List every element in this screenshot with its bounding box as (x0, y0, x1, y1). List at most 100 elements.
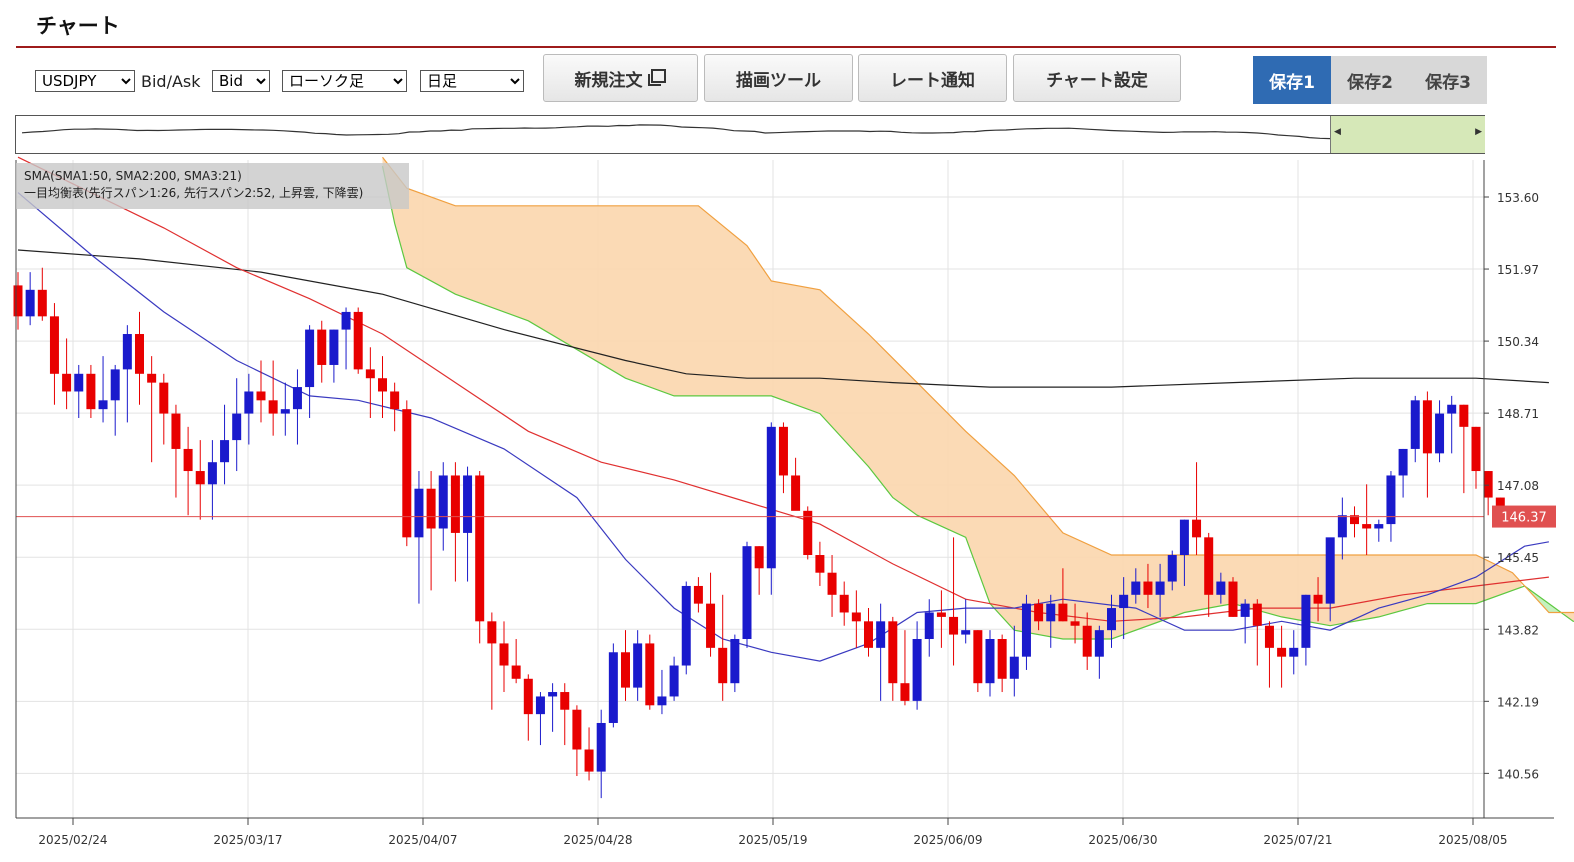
save3-button[interactable]: 保存3 (1409, 56, 1487, 104)
x-tick-label: 2025/05/19 (738, 833, 807, 847)
rate-alert-button[interactable]: レート通知 (858, 54, 1007, 102)
bear-cloud (1564, 612, 1574, 622)
x-tick-label: 2025/04/07 (388, 833, 457, 847)
candle-body (1155, 581, 1165, 595)
candle-body (766, 426, 776, 569)
candle-body (924, 612, 934, 639)
candle-body (548, 692, 558, 697)
y-tick-label: 150.34 (1497, 335, 1539, 349)
y-tick-label: 140.56 (1497, 767, 1539, 781)
candle-body (1046, 603, 1056, 622)
candle-body (1094, 630, 1104, 657)
candle-body (499, 643, 509, 666)
candle-body (584, 749, 594, 772)
candle-body (1107, 608, 1116, 631)
navigator-range-handle[interactable]: ◀ ▶ (1330, 116, 1485, 153)
scroll-left-icon[interactable]: ◀ (1334, 127, 1341, 137)
candle-body (147, 373, 157, 383)
candle-body (912, 639, 922, 701)
candle-body (693, 585, 703, 604)
candle-body (754, 546, 764, 569)
candle-body (1264, 625, 1274, 648)
y-tick-label: 145.45 (1497, 551, 1539, 565)
candle-body (803, 510, 813, 556)
candle-body (292, 387, 302, 410)
y-tick-label: 143.82 (1497, 623, 1539, 637)
candle-body (949, 616, 959, 635)
candle-body (1435, 413, 1445, 454)
candle-body (390, 391, 400, 410)
candle-body (268, 400, 278, 414)
candle-body (961, 630, 971, 635)
candle-body (414, 488, 424, 538)
candle-body (718, 647, 728, 684)
y-tick-label: 151.97 (1497, 263, 1539, 277)
candle-body (1167, 555, 1177, 582)
candle-body (560, 692, 570, 710)
candle-body (305, 329, 315, 388)
new-order-button[interactable]: 新規注文 (543, 54, 698, 102)
save2-button[interactable]: 保存2 (1331, 56, 1409, 104)
candle-body (839, 594, 849, 613)
candle-body (1240, 603, 1250, 617)
candle-body (706, 603, 716, 648)
ichimoku-legend: 一目均衡表(先行スパン1:26, 先行スパン2:52, 上昇雲, 下降雲) (24, 186, 364, 200)
popup-window-icon (647, 69, 666, 86)
y-tick-label: 148.71 (1497, 407, 1539, 421)
candle-body (426, 488, 436, 529)
scroll-right-icon[interactable]: ▶ (1475, 127, 1482, 137)
candle-body (864, 621, 873, 648)
symbol-select[interactable]: USDJPY (35, 70, 135, 92)
leading-span2-line (382, 156, 1574, 614)
period-select[interactable]: 日足 (420, 70, 524, 92)
candle-body (936, 612, 946, 617)
page-title: チャート (36, 14, 120, 38)
candle-body (37, 289, 47, 317)
candle-body (645, 643, 655, 706)
candle-body (985, 639, 995, 684)
candle-body (572, 709, 582, 750)
candle-body (851, 612, 861, 622)
candle-body (791, 475, 801, 511)
candle-body (317, 329, 327, 365)
chart-settings-button[interactable]: チャート設定 (1013, 54, 1181, 102)
candle-body (1058, 603, 1068, 622)
candle-body (900, 683, 910, 701)
candle-body (1131, 581, 1141, 595)
sma3-line (17, 192, 1550, 662)
x-tick-label: 2025/08/05 (1438, 833, 1507, 847)
candle-body (220, 440, 230, 463)
candle-body (1192, 519, 1202, 538)
candle-body (280, 409, 290, 414)
candle-body (1337, 515, 1347, 538)
navigator-overview[interactable] (15, 115, 1485, 154)
drawing-tools-button[interactable]: 描画ツール (704, 54, 853, 102)
x-tick-label: 2025/07/21 (1263, 833, 1332, 847)
candle-body (207, 462, 217, 485)
candle-body (1034, 603, 1044, 622)
bidask-select[interactable]: Bid (212, 70, 270, 92)
sma1-line (17, 156, 1549, 622)
y-tick-label: 147.08 (1497, 479, 1539, 493)
candle-body (256, 391, 266, 401)
candle-body (13, 285, 23, 317)
chart-type-select[interactable]: ローソク足 (282, 70, 407, 92)
x-tick-label: 2025/02/24 (38, 833, 107, 847)
candle-body (195, 471, 205, 485)
candle-body (62, 373, 72, 392)
candle-body (487, 621, 497, 644)
candle-body (1301, 594, 1311, 648)
candle-body (86, 373, 96, 410)
candle-body (98, 400, 108, 410)
candle-body (1289, 647, 1299, 657)
candle-body (1119, 594, 1129, 609)
candle-body (511, 665, 521, 679)
candle-body (122, 334, 132, 370)
candle-body (1070, 621, 1080, 626)
save1-button[interactable]: 保存1 (1253, 56, 1331, 104)
candle-body (171, 413, 181, 449)
candle-body (1350, 515, 1359, 525)
candle-body (815, 555, 825, 573)
candle-body (1313, 594, 1323, 604)
toolbar: USDJPY Bid/Ask Bid ローソク足 日足 新規注文 描画ツール レ… (35, 54, 1495, 104)
